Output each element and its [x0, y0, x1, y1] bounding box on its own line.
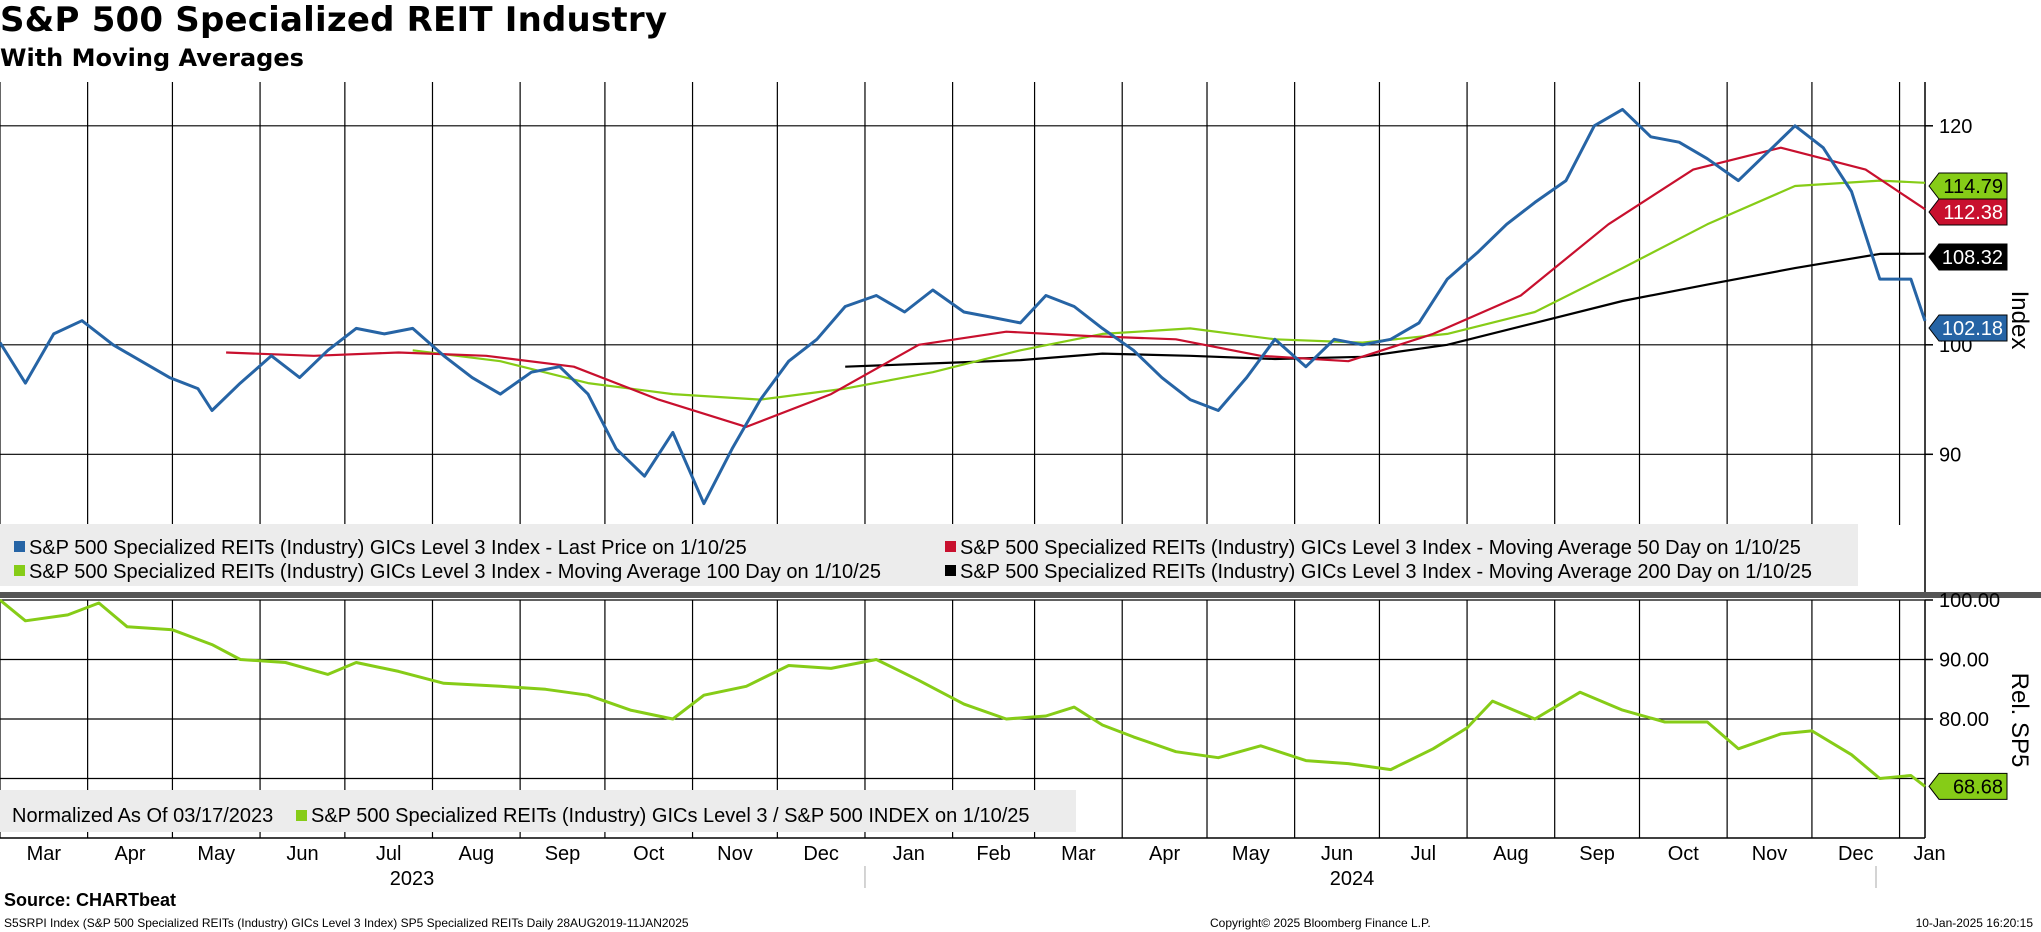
x-month-label: Oct: [1668, 843, 1700, 865]
x-month-label: Nov: [717, 843, 753, 865]
lower-ytick-label: 100.00: [1939, 590, 2000, 612]
x-month-label: Jul: [376, 843, 402, 865]
x-month-label: Aug: [1493, 843, 1529, 865]
x-month-label: Feb: [976, 843, 1010, 865]
x-month-label: Sep: [1579, 843, 1615, 865]
legend-label-ma100: S&P 500 Specialized REITs (Industry) GIC…: [29, 561, 881, 583]
source-note: Source: CHARTbeat: [4, 890, 177, 910]
upper-y-axis-label: Index: [2006, 291, 2033, 350]
x-month-label: Jul: [1410, 843, 1436, 865]
last-value-tag-last-text: 102.18: [1942, 318, 2003, 340]
last-value-tag-ma50-text: 112.38: [1943, 202, 2003, 224]
x-month-label: Jan: [1913, 843, 1945, 865]
x-month-label: Dec: [803, 843, 839, 865]
legend-swatch-rel: [296, 810, 307, 821]
last-value-tag-ma100-text: 114.79: [1943, 176, 2003, 198]
last-value-tag-ma200-text: 108.32: [1942, 247, 2003, 269]
x-month-label: Jan: [893, 843, 925, 865]
x-month-label: Nov: [1752, 843, 1788, 865]
lower-y-axis-label: Rel. SP5: [2006, 673, 2033, 768]
footer-timestamp: 10-Jan-2025 16:20:15: [1915, 916, 2033, 930]
x-month-label: Dec: [1838, 843, 1874, 865]
x-month-label: Jun: [1321, 843, 1353, 865]
x-month-label: May: [197, 843, 235, 865]
legend-swatch-ma200: [945, 565, 956, 576]
series-line-last: [0, 107, 1927, 506]
x-month-label: Apr: [114, 843, 145, 865]
legend-swatch-last: [14, 541, 25, 552]
footer-ticker-info: S5SRPI Index (S&P 500 Specialized REITs …: [4, 916, 689, 930]
last-value-tag-ma200-box: [1928, 243, 2008, 271]
upper-ytick-label: 90: [1939, 444, 1961, 466]
x-month-label: May: [1232, 843, 1270, 865]
series-line-ma200: [845, 252, 1926, 368]
x-month-label: Apr: [1149, 843, 1180, 865]
lower-ytick-label: 90.00: [1939, 650, 1989, 672]
legend-label-ma50: S&P 500 Specialized REITs (Industry) GIC…: [960, 537, 1801, 559]
x-month-label: Oct: [633, 843, 665, 865]
series-line-ma100: [412, 179, 1926, 401]
last-value-tag-rel-box: [1928, 772, 2008, 800]
last-value-tag-ma50-box: [1928, 198, 2008, 226]
legend-swatch-ma100: [14, 565, 25, 576]
legend-swatch-ma50: [945, 541, 956, 552]
series-line-rel: [0, 598, 1926, 788]
last-value-tag-rel-text: 68.68: [1953, 776, 2003, 798]
upper-ytick-label: 120: [1939, 116, 1972, 138]
lower-ytick-label: 80.00: [1939, 709, 1989, 731]
series-line-ma50: [226, 146, 1926, 428]
legend-label-rel: S&P 500 Specialized REITs (Industry) GIC…: [311, 805, 1030, 827]
x-year-label: 2024: [1330, 868, 1375, 890]
panel-separator: [0, 592, 2041, 598]
legend-label-last: S&P 500 Specialized REITs (Industry) GIC…: [29, 537, 747, 559]
chart-title: S&P 500 Specialized REIT Industry: [0, 0, 668, 40]
legend-label-ma200: S&P 500 Specialized REITs (Industry) GIC…: [960, 561, 1812, 583]
x-month-label: Sep: [545, 843, 581, 865]
x-month-label: Mar: [1061, 843, 1096, 865]
x-year-label: 2023: [390, 868, 435, 890]
x-month-label: Mar: [27, 843, 62, 865]
x-month-label: Aug: [459, 843, 495, 865]
x-month-label: Jun: [286, 843, 318, 865]
last-value-tag-ma100-box: [1928, 172, 2008, 200]
footer-copyright: Copyright© 2025 Bloomberg Finance L.P.: [1210, 916, 1431, 930]
lower-legend-box: [0, 790, 1076, 832]
chart-subtitle: With Moving Averages: [0, 44, 304, 72]
upper-legend-box: [0, 524, 1858, 586]
last-value-tag-last-box: [1928, 314, 2008, 342]
lower-legend-note: Normalized As Of 03/17/2023: [12, 805, 273, 827]
